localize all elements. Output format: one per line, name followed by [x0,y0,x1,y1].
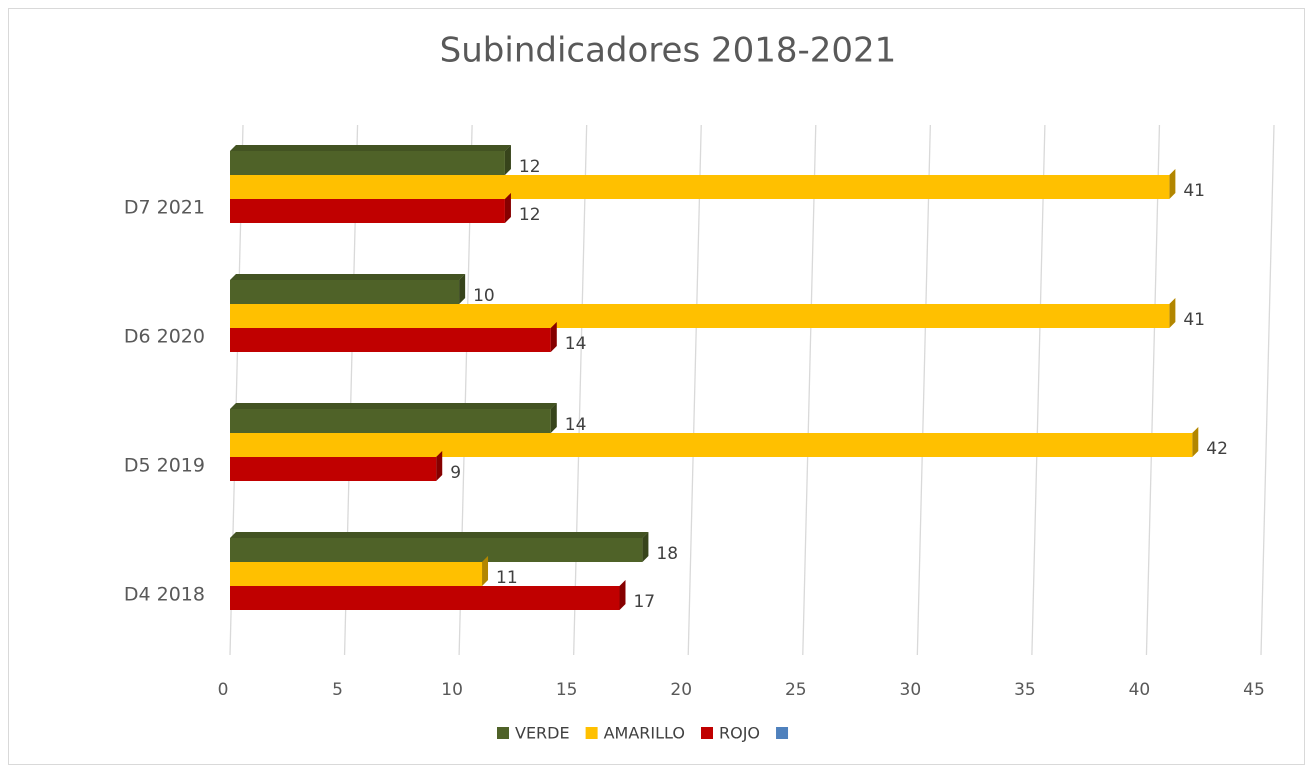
grid-line [1260,124,1275,656]
legend-label: ROJO [719,724,760,743]
bar-top [230,145,511,151]
bar-side-shade [619,580,626,610]
bar-side [459,274,466,304]
chart-title: Subindicadores 2018-2021 [440,31,897,71]
chart-border [8,8,1305,765]
grid-line [687,124,702,656]
bar-side-shade [436,451,443,481]
bar-front [230,562,483,586]
y-tick-label: D6 2020 [124,326,205,348]
bar-front [230,457,437,481]
bar [230,556,489,586]
bar-side [1169,298,1176,328]
y-tick-label: D4 2018 [124,584,205,606]
x-tick-label: 20 [670,680,692,700]
bar-side-shade [642,532,649,562]
bar-front [230,280,460,304]
bar [230,298,1176,328]
bar [230,580,626,610]
data-label: 18 [656,544,678,564]
bar-side [504,145,511,175]
y-tick-label: D5 2019 [124,455,205,477]
grid-line [1031,124,1046,656]
grid-line [802,124,817,656]
bar-side [1169,169,1176,199]
x-tick-label: 5 [332,680,343,700]
data-label: 17 [633,592,655,612]
y-tick-label: D7 2021 [124,197,205,219]
legend-swatch [701,727,713,739]
legend-label: AMARILLO [604,724,685,743]
bar-front [230,304,1170,328]
bar-side-shade [550,322,557,352]
bar-side [550,403,557,433]
data-label: 42 [1206,439,1228,459]
data-label: 14 [565,415,587,435]
bar [230,532,649,562]
bar [230,193,511,223]
bar-side-shade [1169,169,1176,199]
bar-side [619,580,626,610]
bar-side-shade [550,403,557,433]
data-label: 41 [1183,310,1205,330]
x-tick-label: 25 [785,680,807,700]
data-label: 14 [565,334,587,354]
bar [230,451,443,481]
bar-front [230,199,505,223]
bar-side-shade [1169,298,1176,328]
data-label: 41 [1183,181,1205,201]
bar-side [436,451,443,481]
bar-front [230,175,1170,199]
bar-top [230,532,649,538]
x-tick-label: 40 [1129,680,1151,700]
bar [230,169,1176,199]
bar-side-shade [504,145,511,175]
bar-top-shade [230,145,511,151]
grid-line [1145,124,1161,656]
data-label: 10 [473,286,495,306]
bar-top-shade [230,532,649,538]
bar [230,322,557,352]
grid-line [573,124,588,656]
bar-side-shade [459,274,466,304]
bar-top [230,403,557,409]
bar-side-shade [504,193,511,223]
bar-side [504,193,511,223]
legend-swatch [585,727,598,739]
x-tick-label: 35 [1014,680,1036,700]
x-tick-label: 0 [218,680,229,700]
bar [230,427,1199,457]
bar-side [550,322,557,352]
x-tick-label: 45 [1243,680,1265,700]
data-label: 9 [450,463,461,483]
bar-side [1192,427,1199,457]
bar-front [230,538,643,562]
x-tick-label: 30 [900,680,922,700]
legend-label: VERDE [515,724,570,743]
bar-front [230,328,551,352]
bar-side-shade [1192,427,1199,457]
data-label: 12 [519,205,541,225]
x-tick-label: 15 [556,680,578,700]
bar-top [230,274,466,280]
grid-line [916,124,931,656]
bar [230,274,466,304]
data-label: 12 [519,157,541,177]
bar-front [230,409,551,433]
legend-swatch [776,727,789,739]
bar-top-shade [230,403,557,409]
bar-side [482,556,489,586]
data-label: 11 [496,568,518,588]
legend-swatch [497,727,509,739]
bar-top-shade [230,274,466,280]
bar [230,403,557,433]
bar-side [642,532,649,562]
bar-side-shade [482,556,489,586]
x-tick-label: 10 [441,680,463,700]
bar [230,145,511,175]
bar-front [230,433,1193,457]
bar-front [230,151,505,175]
bar-front [230,586,620,610]
